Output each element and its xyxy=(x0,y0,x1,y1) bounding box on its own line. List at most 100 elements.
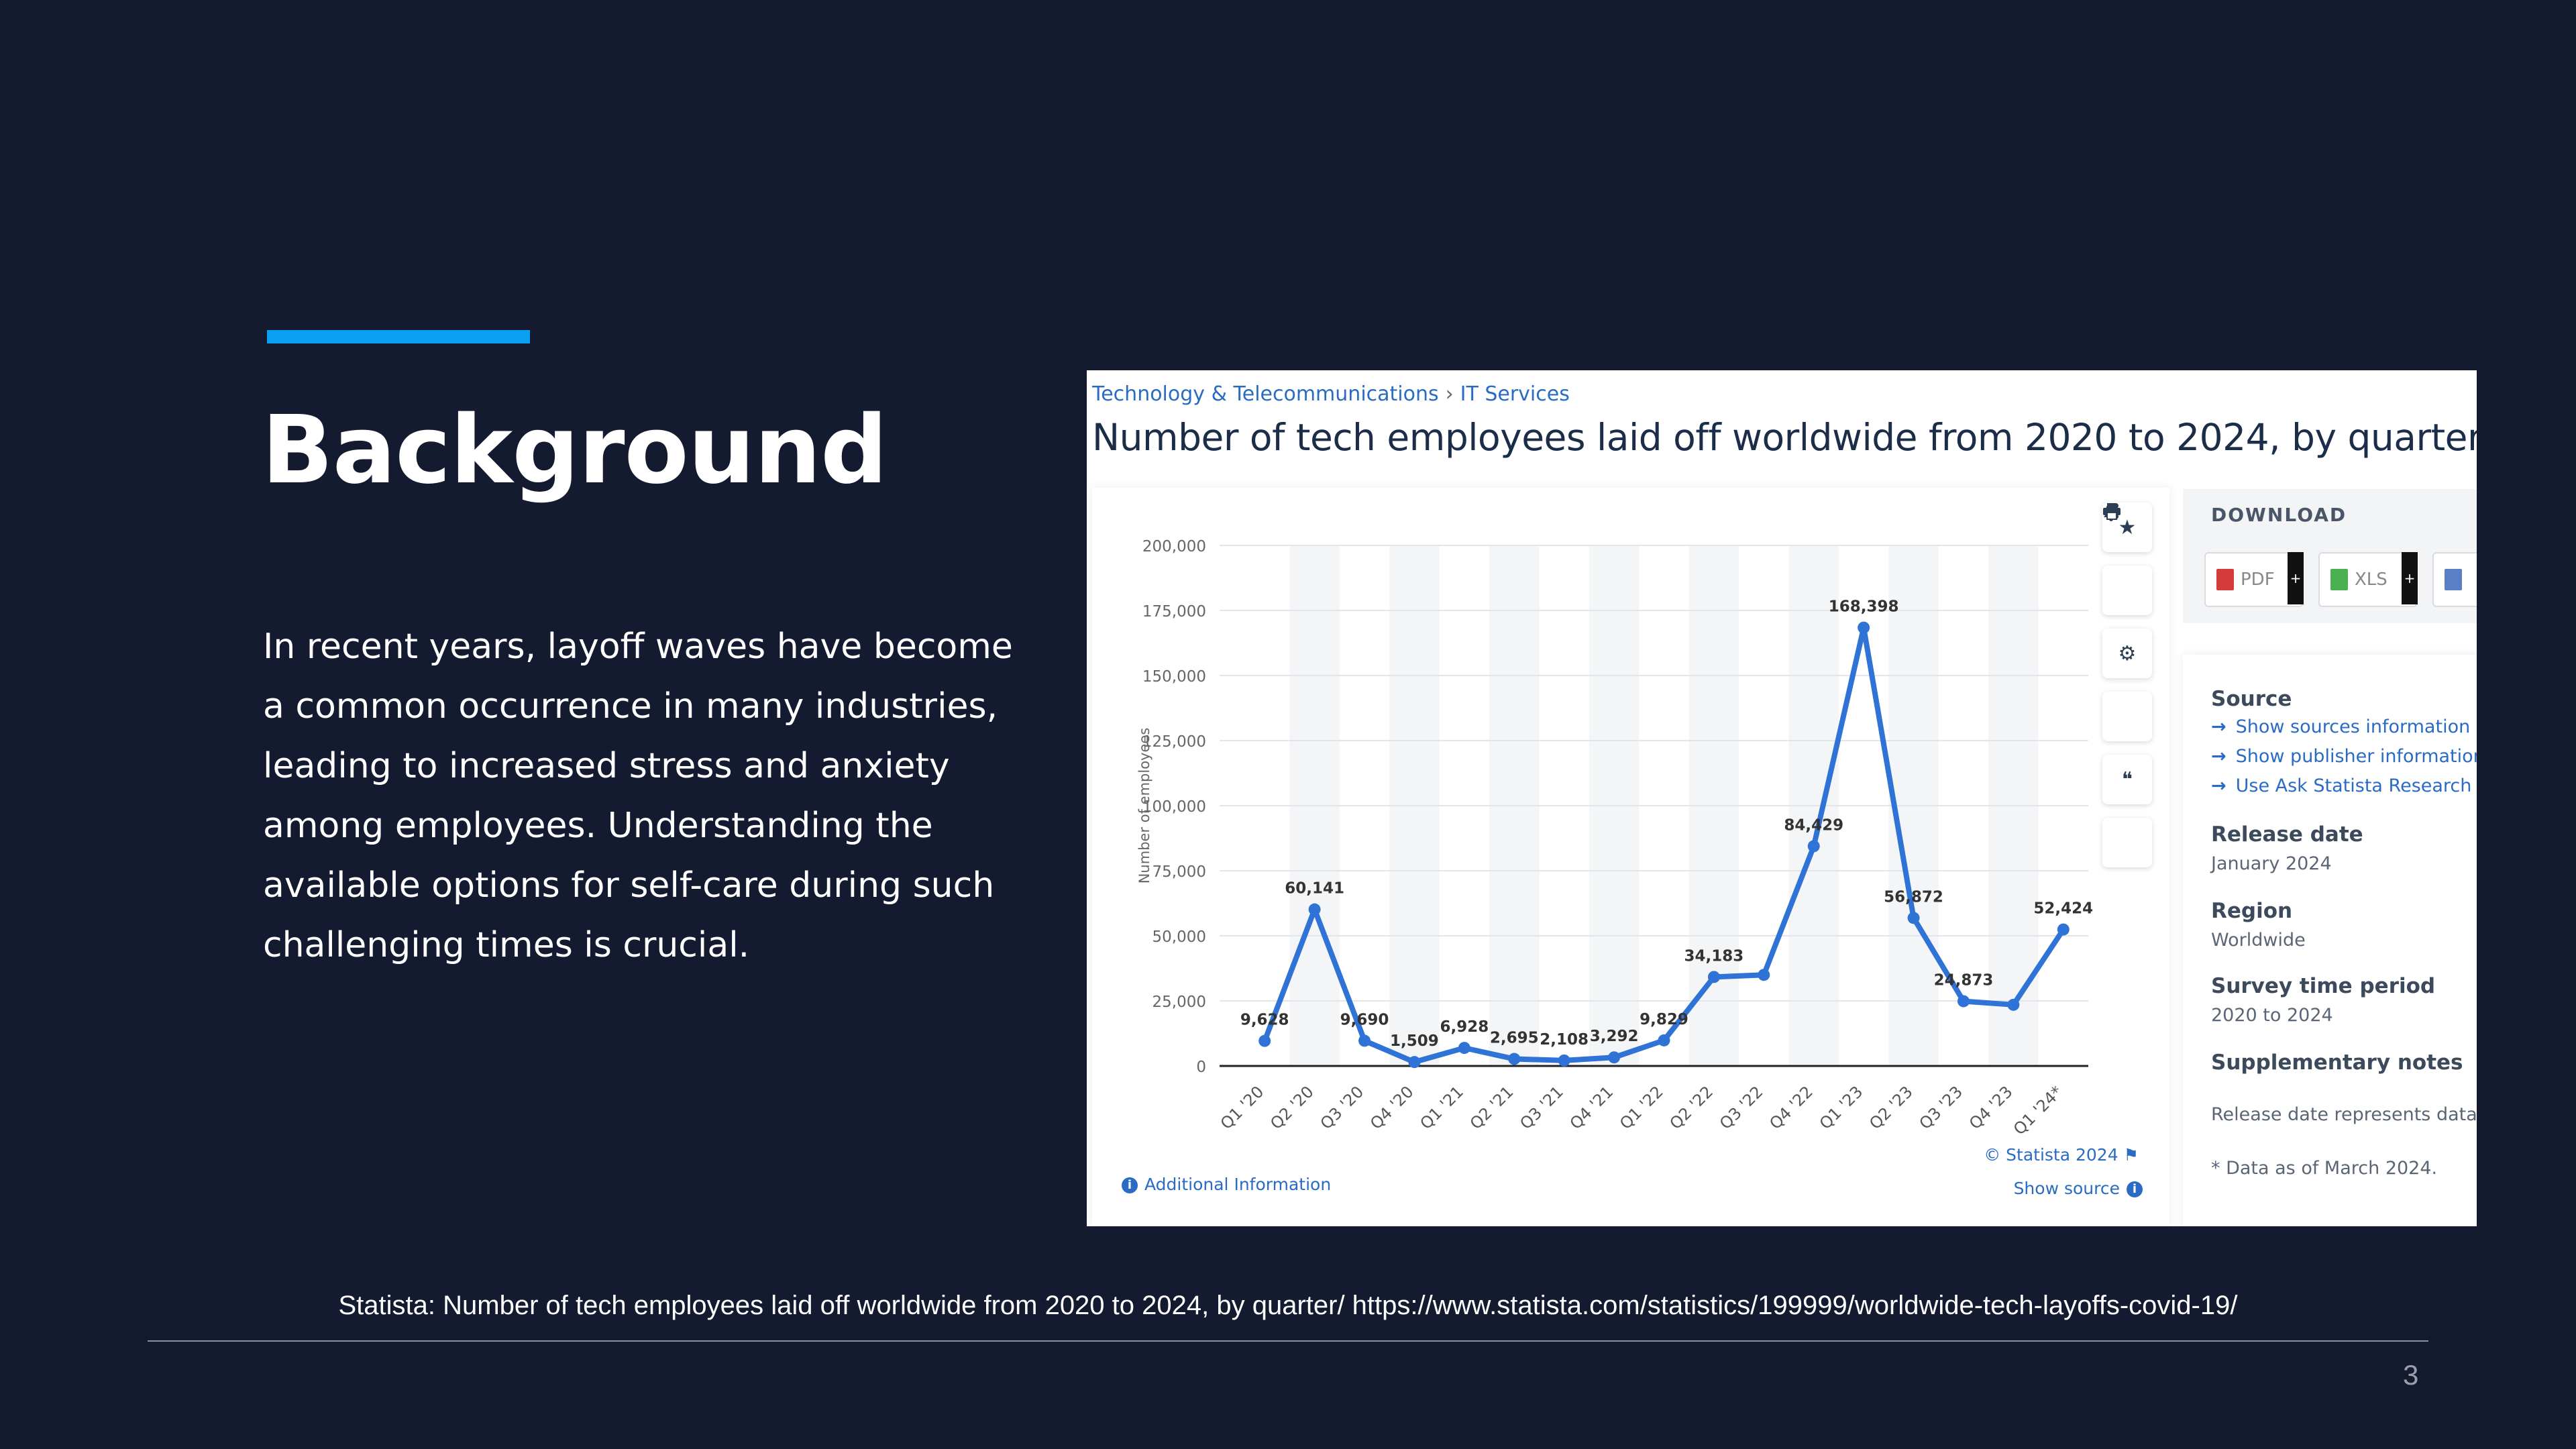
x-tick-label: Q3 '20 xyxy=(1317,1082,1368,1133)
data-point xyxy=(1508,1053,1521,1065)
x-tick-label: Q3 '22 xyxy=(1716,1082,1767,1133)
data-point xyxy=(1608,1051,1621,1064)
gear-icon: ⚙ xyxy=(2118,641,2137,665)
data-label: 34,183 xyxy=(1684,947,1744,965)
footer-divider xyxy=(148,1340,2428,1342)
data-label: 2,108 xyxy=(1540,1031,1589,1049)
notification-button[interactable] xyxy=(2102,504,2152,615)
plus-icon: + xyxy=(2288,552,2304,604)
data-label: 1,509 xyxy=(1390,1032,1439,1050)
data-label: 2,695 xyxy=(1490,1030,1539,1047)
supplementary-notes-value: Release date represents data as of xyxy=(2211,1104,2477,1125)
info-panel: Source Show sources information Show pub… xyxy=(2183,655,2477,1226)
x-tick-label: Q2 '20 xyxy=(1267,1082,1318,1133)
data-point xyxy=(1707,971,1720,983)
data-point xyxy=(1907,912,1920,924)
pdf-file-icon xyxy=(2216,569,2234,590)
y-axis-title: Number of employees xyxy=(1136,728,1152,884)
data-point xyxy=(2057,923,2070,936)
page-number: 3 xyxy=(2403,1359,2419,1391)
download-title: DOWNLOAD xyxy=(2211,504,2347,526)
data-point xyxy=(1308,903,1321,916)
download-xls-button[interactable]: XLS + xyxy=(2318,552,2418,607)
x-tick-label: Q1 '23 xyxy=(1816,1082,1867,1133)
data-point xyxy=(2007,998,2020,1011)
breadcrumb-separator: › xyxy=(1445,382,1454,406)
breadcrumb: Technology & Telecommunications › IT Servi… xyxy=(1092,382,1570,406)
data-point xyxy=(1458,1042,1470,1055)
x-tick-label: Q1 '21 xyxy=(1416,1082,1467,1133)
data-label: 52,424 xyxy=(2033,900,2093,918)
print-button[interactable] xyxy=(2102,503,2152,867)
share-button[interactable] xyxy=(2102,503,2152,741)
y-tick-label: 125,000 xyxy=(1142,733,1206,751)
x-tick-label: Q1 '22 xyxy=(1616,1082,1667,1133)
print-icon xyxy=(2103,503,2121,520)
survey-period-value: 2020 to 2024 xyxy=(2211,1005,2333,1026)
show-sources-link[interactable]: Show sources information xyxy=(2211,716,2471,737)
data-point xyxy=(1358,1034,1371,1047)
download-png-button[interactable] xyxy=(2432,552,2477,607)
data-label: 56,872 xyxy=(1884,888,1943,906)
y-tick-label: 0 xyxy=(1196,1059,1206,1076)
title-accent-bar xyxy=(267,330,530,343)
data-label: 3,292 xyxy=(1590,1028,1639,1045)
y-tick-label: 25,000 xyxy=(1152,994,1206,1011)
region-label: Region xyxy=(2211,899,2293,923)
survey-period-label: Survey time period xyxy=(2211,974,2436,998)
info-icon: i xyxy=(2127,1181,2143,1197)
series-line xyxy=(1262,625,2066,1065)
x-tick-label: Q1 '24* xyxy=(2010,1082,2066,1138)
breadcrumb-item-technology[interactable]: Technology & Telecommunications xyxy=(1092,382,1439,406)
x-tick-label: Q2 '22 xyxy=(1666,1082,1717,1133)
release-date-label: Release date xyxy=(2211,822,2363,847)
x-tick-label: Q4 '23 xyxy=(1966,1082,2017,1133)
data-label: 6,928 xyxy=(1440,1018,1489,1036)
download-pdf-button[interactable]: PDF + xyxy=(2204,552,2304,607)
data-point xyxy=(1408,1056,1421,1069)
image-file-icon xyxy=(2445,569,2462,590)
data-point xyxy=(1807,840,1820,853)
data-point xyxy=(1558,1054,1570,1067)
ask-statista-link[interactable]: Use Ask Statista Research Service xyxy=(2211,775,2477,796)
data-point xyxy=(1758,969,1770,981)
statistic-title: Number of tech employees laid off worldw… xyxy=(1092,416,2477,459)
x-tick-label: Q2 '21 xyxy=(1466,1082,1517,1133)
chart-toolbar: ★ ⚙ ❝ xyxy=(2102,502,2153,881)
line-chart: 0 25,000 50,000 75,000 100,000 125,000 150,000… xyxy=(1136,538,2093,1139)
source-caption: Statista: Number of tech employees laid … xyxy=(338,1291,2238,1320)
quote-icon: ❝ xyxy=(2121,767,2133,792)
y-tick-label: 100,000 xyxy=(1142,798,1206,816)
cite-button[interactable]: ❝ xyxy=(2102,755,2152,804)
data-label: 24,873 xyxy=(1934,971,1994,989)
x-tick-label: Q3 '21 xyxy=(1516,1082,1567,1133)
statista-credit[interactable]: © Statista 2024 ⚑ xyxy=(1984,1145,2139,1165)
xls-file-icon xyxy=(2330,569,2348,590)
show-source-link[interactable]: Show source i xyxy=(2014,1179,2143,1198)
data-label: 60,141 xyxy=(1285,880,1344,898)
y-tick-label: 150,000 xyxy=(1142,668,1206,686)
x-tick-label: Q4 '20 xyxy=(1366,1082,1417,1133)
data-label: 9,628 xyxy=(1240,1012,1289,1029)
flag-icon: ⚑ xyxy=(2123,1145,2139,1165)
data-label: 84,429 xyxy=(1784,816,1843,834)
x-tick-label: Q4 '21 xyxy=(1566,1082,1617,1133)
settings-button[interactable]: ⚙ xyxy=(2102,629,2152,678)
x-tick-label: Q3 '23 xyxy=(1916,1082,1967,1133)
data-footnote: * Data as of March 2024. xyxy=(2211,1158,2438,1179)
y-tick-label: 50,000 xyxy=(1152,928,1206,946)
slide-title: Background xyxy=(262,396,888,505)
x-tick-label: Q2 '23 xyxy=(1866,1082,1917,1133)
x-tick-label: Q4 '22 xyxy=(1766,1082,1817,1133)
data-point xyxy=(1258,1034,1271,1047)
plus-icon: + xyxy=(2402,552,2418,604)
data-point xyxy=(1658,1034,1670,1046)
slide-body-text: In recent years, layoff waves have becom… xyxy=(263,627,1013,965)
show-publisher-link[interactable]: Show publisher information xyxy=(2211,746,2477,767)
data-label: 9,829 xyxy=(1640,1011,1688,1028)
release-date-value: January 2024 xyxy=(2211,853,2332,874)
additional-information-link[interactable]: i Additional Information xyxy=(1122,1175,1331,1194)
source-label: Source xyxy=(2211,687,2292,711)
breadcrumb-item-it-services[interactable]: IT Services xyxy=(1460,382,1570,406)
data-point xyxy=(1957,995,1970,1008)
